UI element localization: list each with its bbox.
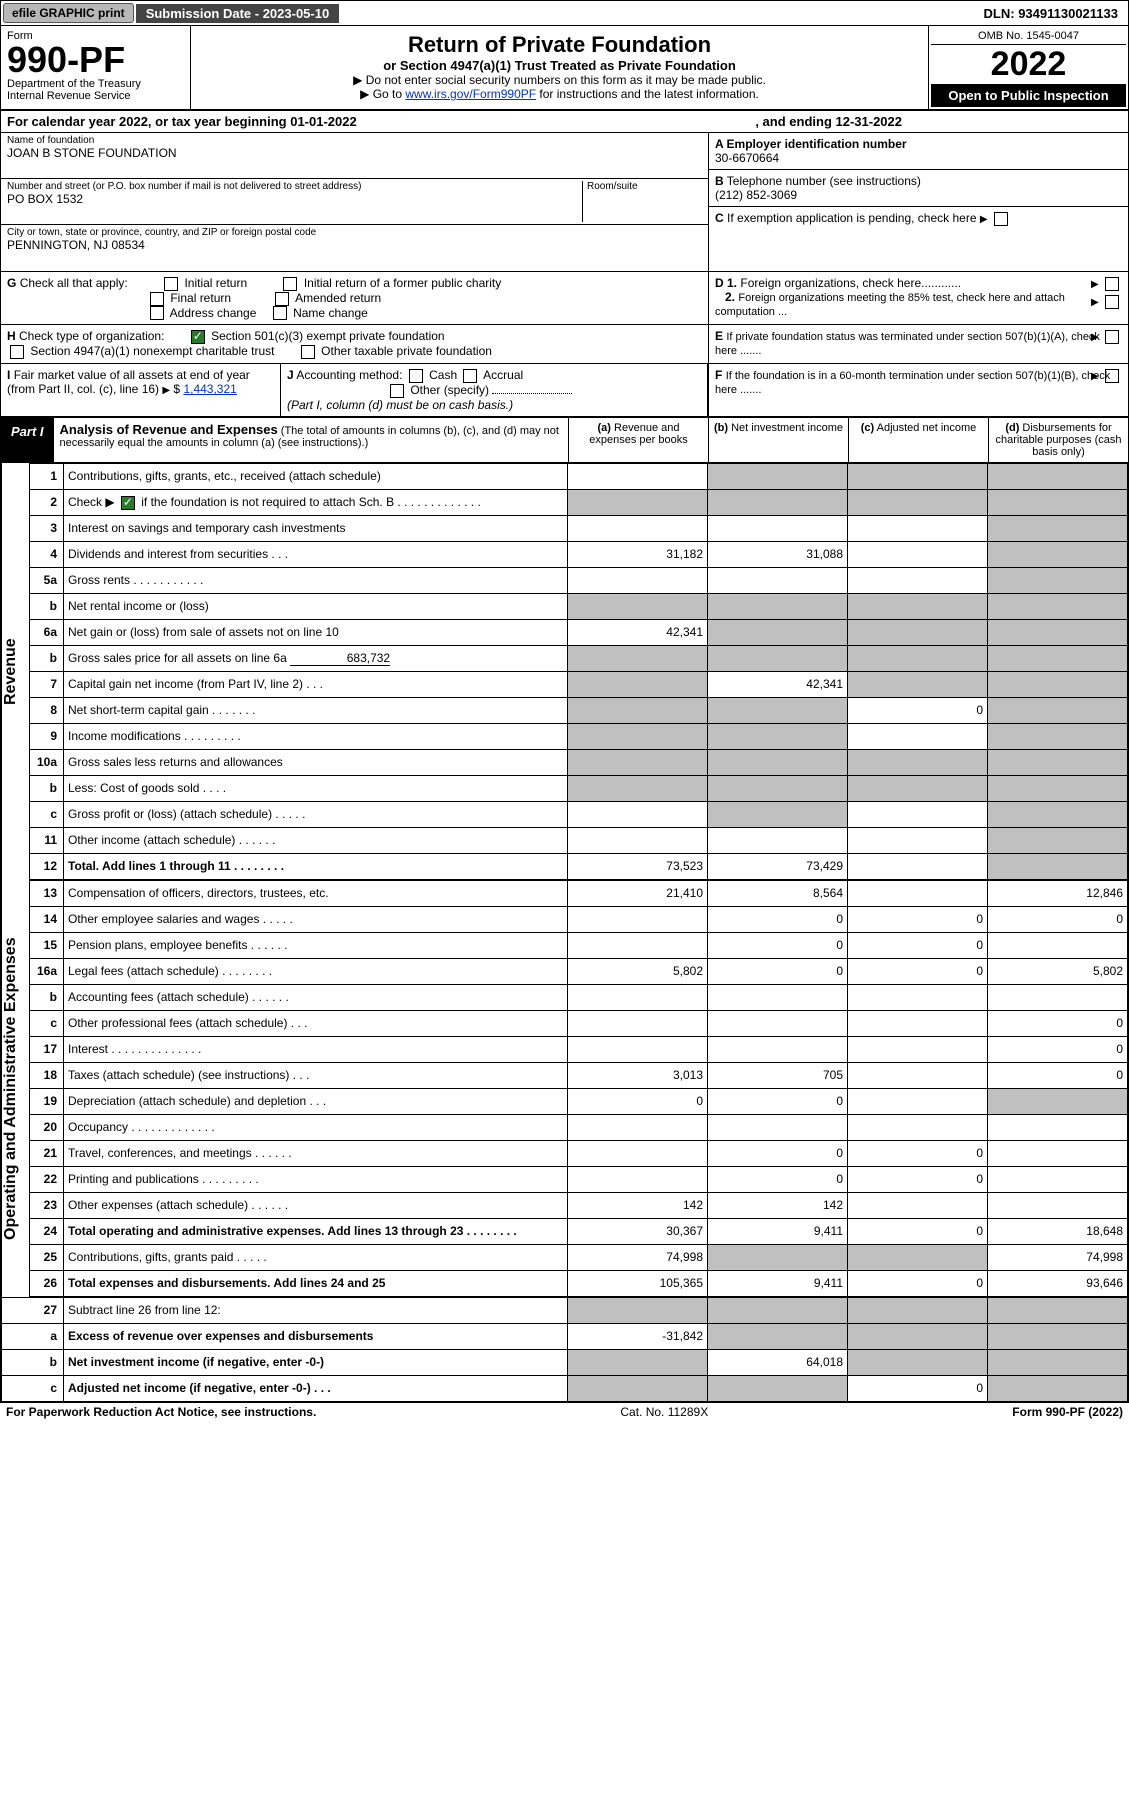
dept-treasury: Department of the Treasury — [7, 78, 184, 90]
room-label: Room/suite — [587, 181, 702, 192]
g-final-return[interactable] — [150, 292, 164, 306]
topbar: efile GRAPHIC print Submission Date - 20… — [1, 1, 1128, 26]
paperwork-notice: For Paperwork Reduction Act Notice, see … — [6, 1405, 316, 1419]
city-label: City or town, state or province, country… — [7, 227, 702, 238]
revenue-table: 1Contributions, gifts, grants, etc., rec… — [29, 463, 1128, 880]
j-other[interactable] — [390, 384, 404, 398]
dln: DLN: 93491130021133 — [974, 4, 1128, 23]
phone: (212) 852-3069 — [715, 188, 1122, 202]
d1-text: Foreign organizations, check here.......… — [740, 276, 961, 290]
ssn-note: ▶ Do not enter social security numbers o… — [201, 73, 918, 87]
h-other-taxable[interactable] — [301, 345, 315, 359]
tax-year: 2022 — [931, 45, 1126, 84]
e-checkbox[interactable] — [1105, 330, 1119, 344]
submission-date: Submission Date - 2023-05-10 — [136, 4, 340, 23]
irs: Internal Revenue Service — [7, 90, 184, 102]
address: PO BOX 1532 — [7, 192, 582, 206]
g-address-change[interactable] — [150, 306, 164, 320]
foundation-name: JOAN B STONE FOUNDATION — [7, 146, 702, 160]
g-amended-return[interactable] — [275, 292, 289, 306]
f-text: If the foundation is in a 60-month termi… — [715, 370, 1110, 396]
expenses-table: 13Compensation of officers, directors, t… — [29, 880, 1128, 1297]
line27-table: 27Subtract line 26 from line 12: aExcess… — [1, 1297, 1128, 1402]
part1-label: Part I — [1, 418, 54, 462]
omb-number: OMB No. 1545-0047 — [931, 28, 1126, 45]
j-note: (Part I, column (d) must be on cash basi… — [287, 398, 513, 412]
fmv-link[interactable]: 1,443,321 — [183, 382, 236, 396]
j-accrual[interactable] — [463, 369, 477, 383]
city-state-zip: PENNINGTON, NJ 08534 — [7, 238, 702, 252]
j-cash[interactable] — [409, 369, 423, 383]
address-label: Number and street (or P.O. box number if… — [7, 181, 582, 192]
footer: For Paperwork Reduction Act Notice, see … — [0, 1403, 1129, 1421]
g-label: Check all that apply: — [20, 276, 128, 290]
schb-checkbox[interactable] — [121, 496, 135, 510]
g-name-change[interactable] — [273, 306, 287, 320]
h-label: Check type of organization: — [19, 329, 164, 343]
d1-checkbox[interactable] — [1105, 277, 1119, 291]
form-header: Form 990-PF Department of the Treasury I… — [1, 26, 1128, 111]
ein: 30-6670664 — [715, 151, 1122, 165]
g-initial-public[interactable] — [283, 277, 297, 291]
h-501c3[interactable] — [191, 330, 205, 344]
j-label: Accounting method: — [296, 368, 402, 382]
revenue-label: Revenue — [1, 463, 29, 880]
form-title: Return of Private Foundation — [201, 32, 918, 58]
expenses-label: Operating and Administrative Expenses — [1, 880, 29, 1297]
form990pf-link[interactable]: www.irs.gov/Form990PF — [405, 87, 536, 101]
d2-checkbox[interactable] — [1105, 295, 1119, 309]
form-ref: Form 990-PF (2022) — [1012, 1405, 1123, 1419]
name-label: Name of foundation — [7, 135, 702, 146]
form-number: 990-PF — [7, 42, 184, 78]
open-to-public: Open to Public Inspection — [931, 84, 1126, 107]
exemption-pending: If exemption application is pending, che… — [727, 211, 977, 225]
catalog-number: Cat. No. 11289X — [316, 1405, 1012, 1419]
goto-note: ▶ Go to www.irs.gov/Form990PF for instru… — [201, 87, 918, 101]
form-subtitle: or Section 4947(a)(1) Trust Treated as P… — [201, 58, 918, 73]
calendar-year-row: For calendar year 2022, or tax year begi… — [1, 111, 1128, 133]
phone-label: Telephone number (see instructions) — [727, 174, 921, 188]
e-text: If private foundation status was termina… — [715, 331, 1100, 357]
efile-print-button[interactable]: efile GRAPHIC print — [3, 3, 134, 23]
c-checkbox[interactable] — [994, 212, 1008, 226]
part1-title: Analysis of Revenue and Expenses — [60, 422, 278, 437]
ein-label: A Employer identification number — [715, 137, 1122, 151]
d2-text: Foreign organizations meeting the 85% te… — [715, 292, 1065, 318]
h-4947[interactable] — [10, 345, 24, 359]
f-checkbox[interactable] — [1105, 369, 1119, 383]
g-initial-return[interactable] — [164, 277, 178, 291]
